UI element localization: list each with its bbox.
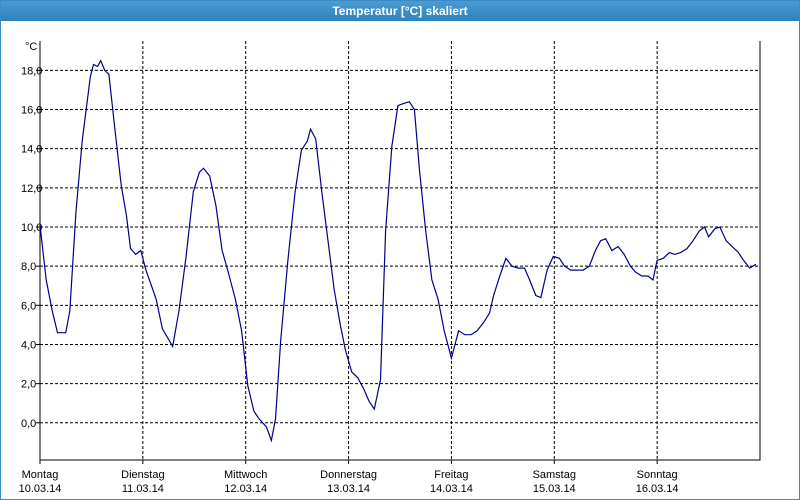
- y-tick-label: 16,0: [21, 105, 42, 117]
- chart: °C 0,0 2,0 4,0 6,0 8,0 10,0 12,0 14,0 16,0 18,0 Mon…: [19, 41, 761, 495]
- x-tick-label: Montag: [22, 469, 59, 481]
- x-tick-date: 15.03.14: [533, 483, 576, 495]
- x-tick-date: 14.03.14: [430, 483, 473, 495]
- y-tick-label: 14,0: [21, 144, 42, 156]
- y-unit-label: °C: [25, 41, 37, 53]
- title-bar: Temperatur [°C] skaliert: [1, 1, 799, 21]
- x-tick-date: 10.03.14: [19, 483, 62, 495]
- x-tick-date: 11.03.14: [122, 483, 164, 495]
- y-tick-label: 12,0: [21, 183, 42, 195]
- x-tick-label: Donnerstag: [320, 469, 377, 481]
- x-tick-label: Sonntag: [637, 469, 678, 481]
- y-tick-label: 10,0: [21, 222, 42, 234]
- x-tick-label: Freitag: [434, 469, 468, 481]
- y-tick-label: 8,0: [21, 261, 36, 273]
- x-tick-date: 13.03.14: [327, 483, 370, 495]
- y-tick-label: 0,0: [21, 418, 36, 430]
- y-tick-label: 4,0: [21, 339, 36, 351]
- x-tick-date: 12.03.14: [224, 483, 267, 495]
- x-tick-date: 16.03.14: [636, 483, 679, 495]
- y-tick-label: 18,0: [21, 65, 42, 77]
- x-tick-label: Mittwoch: [224, 469, 267, 481]
- x-tick-label: Samstag: [533, 469, 576, 481]
- y-tick-label: 2,0: [21, 379, 36, 391]
- temperature-line: [39, 59, 757, 443]
- x-tick-label: Dienstag: [121, 469, 164, 481]
- plot-frame: [39, 41, 761, 461]
- y-tick-label: 6,0: [21, 300, 36, 312]
